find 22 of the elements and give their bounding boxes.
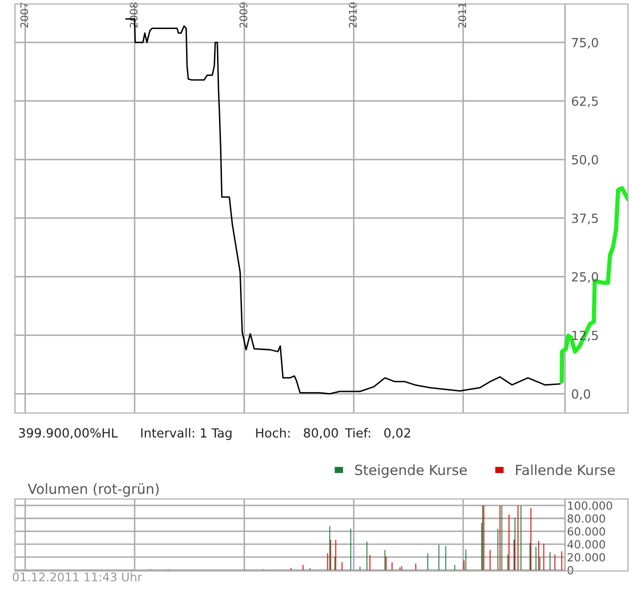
x-tick-label: 2010: [348, 2, 357, 28]
y-tick-label: 80.000: [568, 514, 606, 523]
y-tick-label: 50,0: [572, 155, 598, 166]
y-tick-label: 37,5: [572, 214, 598, 224]
y-tick-label: 25,0: [572, 272, 598, 283]
y-tick-label: 40.000: [567, 540, 606, 549]
y-tick-label: 100.000: [568, 501, 612, 510]
text: Tief: 0,02: [344, 428, 410, 439]
y-tick-label: 60.000: [568, 527, 606, 536]
y-tick-label: 0,0: [572, 389, 590, 400]
x-tick-label: 2011: [458, 2, 466, 28]
y-tick-label: 20.000: [568, 553, 606, 562]
text: 01.12.2011 11:43 Uhr: [12, 572, 142, 582]
text: Intervall: 1 Tag: [141, 428, 232, 440]
legend-label: Fallende Kurse: [516, 464, 615, 476]
legend-label: Steigende Kurse: [355, 464, 467, 478]
y-tick-label: 62,5: [572, 96, 598, 108]
y-tick-label: 75,0: [572, 38, 598, 49]
text: Hoch: 80,00: [256, 428, 338, 439]
line-series: [560, 186, 628, 384]
text: 399.900,00%HL: [18, 428, 118, 439]
chart-title: Volumen (rot-grün): [28, 483, 159, 497]
